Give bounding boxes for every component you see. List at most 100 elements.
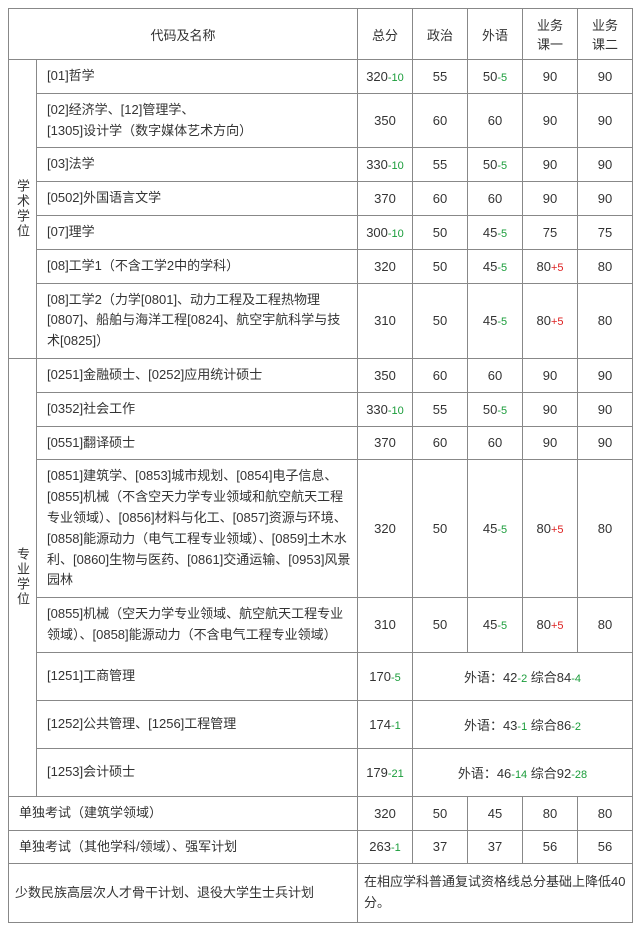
cell-total: 310	[358, 283, 413, 358]
row-name: [01]哲学	[37, 60, 358, 94]
cell-politics: 55	[413, 60, 468, 94]
cell-biz2: 80	[578, 283, 633, 358]
cell-foreign: 45-5	[468, 460, 523, 598]
cell-biz2: 90	[578, 426, 633, 460]
row-name: [1251]工商管理	[37, 652, 358, 700]
cell-foreign: 37	[468, 830, 523, 864]
cell-total: 320-10	[358, 60, 413, 94]
row-name: [1252]公共管理、[1256]工程管理	[37, 700, 358, 748]
table-row: [08]工学1（不含工学2中的学科）3205045-580+580	[9, 249, 633, 283]
cell-politics: 37	[413, 830, 468, 864]
cell-politics: 50	[413, 598, 468, 653]
row-name: [0851]建筑学、[0853]城市规划、[0854]电子信息、[0855]机械…	[37, 460, 358, 598]
footer-right: 在相应学科普通复试资格线总分基础上降低40分。	[358, 864, 633, 923]
row-name: [0502]外国语言文学	[37, 182, 358, 216]
row-name: [0551]翻译硕士	[37, 426, 358, 460]
cell-foreign: 60	[468, 93, 523, 148]
cell-biz2: 80	[578, 249, 633, 283]
cell-foreign: 50-5	[468, 60, 523, 94]
row-name: [02]经济学、[12]管理学、[1305]设计学（数字媒体艺术方向）	[37, 93, 358, 148]
cell-politics: 50	[413, 283, 468, 358]
row-name: [03]法学	[37, 148, 358, 182]
table-row: 学术学位[01]哲学320-105550-59090	[9, 60, 633, 94]
cell-total: 370	[358, 182, 413, 216]
cell-total: 179-21	[358, 748, 413, 796]
cell-biz1: 90	[523, 148, 578, 182]
cell-politics: 60	[413, 358, 468, 392]
row-name: [0251]金融硕士、[0252]应用统计硕士	[37, 358, 358, 392]
table-row: [1252]公共管理、[1256]工程管理174-1外语：43-1 综合86-2	[9, 700, 633, 748]
table-row: 单独考试（其他学科/领域）、强军计划263-137375656	[9, 830, 633, 864]
cell-politics: 60	[413, 182, 468, 216]
cell-total: 350	[358, 93, 413, 148]
row-name: 单独考试（其他学科/领域）、强军计划	[9, 830, 358, 864]
table-row: 专业学位[0251]金融硕士、[0252]应用统计硕士35060609090	[9, 358, 633, 392]
cell-biz2: 80	[578, 460, 633, 598]
footer-row: 少数民族高层次人才骨干计划、退役大学生士兵计划在相应学科普通复试资格线总分基础上…	[9, 864, 633, 923]
cell-politics: 50	[413, 460, 468, 598]
cell-politics: 50	[413, 249, 468, 283]
hdr-biz2: 业务 课二	[578, 9, 633, 60]
score-table: 代码及名称 总分 政治 外语 业务 课一 业务 课二 学术学位[01]哲学320…	[8, 8, 633, 923]
cell-total: 170-5	[358, 652, 413, 700]
row-name: [0855]机械（空天力学专业领域、航空航天工程专业领域）、[0858]能源动力…	[37, 598, 358, 653]
cell-foreign: 45-5	[468, 283, 523, 358]
cell-politics: 55	[413, 148, 468, 182]
table-row: [1253]会计硕士179-21外语：46-14 综合92-28	[9, 748, 633, 796]
cell-merged: 外语：42-2 综合84-4	[413, 652, 633, 700]
cell-total: 320	[358, 460, 413, 598]
cell-biz1: 90	[523, 93, 578, 148]
cell-biz2: 90	[578, 182, 633, 216]
row-name: [08]工学2（力学[0801]、动力工程及工程热物理[0807]、船舶与海洋工…	[37, 283, 358, 358]
cell-biz2: 56	[578, 830, 633, 864]
table-row: [07]理学300-105045-57575	[9, 215, 633, 249]
cell-biz2: 90	[578, 60, 633, 94]
hdr-biz1: 业务 课一	[523, 9, 578, 60]
table-row: [1251]工商管理170-5外语：42-2 综合84-4	[9, 652, 633, 700]
cell-biz2: 90	[578, 148, 633, 182]
table-row: [03]法学330-105550-59090	[9, 148, 633, 182]
hdr-name: 代码及名称	[9, 9, 358, 60]
table-row: [0855]机械（空天力学专业领域、航空航天工程专业领域）、[0858]能源动力…	[9, 598, 633, 653]
row-name: [07]理学	[37, 215, 358, 249]
cell-total: 300-10	[358, 215, 413, 249]
cell-total: 350	[358, 358, 413, 392]
row-name: [0352]社会工作	[37, 392, 358, 426]
cell-biz1: 56	[523, 830, 578, 864]
cell-foreign: 50-5	[468, 392, 523, 426]
table-row: 单独考试（建筑学领域）32050458080	[9, 796, 633, 830]
cell-politics: 60	[413, 93, 468, 148]
cell-politics: 50	[413, 215, 468, 249]
hdr-total: 总分	[358, 9, 413, 60]
cell-total: 330-10	[358, 148, 413, 182]
cell-politics: 60	[413, 426, 468, 460]
row-name: [08]工学1（不含工学2中的学科）	[37, 249, 358, 283]
cell-biz1: 80	[523, 796, 578, 830]
cell-biz2: 90	[578, 358, 633, 392]
cell-foreign: 50-5	[468, 148, 523, 182]
cell-foreign: 60	[468, 358, 523, 392]
category-professional: 专业学位	[9, 358, 37, 796]
cell-biz1: 90	[523, 358, 578, 392]
cell-total: 174-1	[358, 700, 413, 748]
cell-total: 310	[358, 598, 413, 653]
cell-politics: 55	[413, 392, 468, 426]
cell-foreign: 45-5	[468, 215, 523, 249]
cell-foreign: 45-5	[468, 598, 523, 653]
cell-politics: 50	[413, 796, 468, 830]
cell-total: 263-1	[358, 830, 413, 864]
cell-total: 330-10	[358, 392, 413, 426]
table-row: [08]工学2（力学[0801]、动力工程及工程热物理[0807]、船舶与海洋工…	[9, 283, 633, 358]
cell-foreign: 60	[468, 182, 523, 216]
cell-biz1: 90	[523, 392, 578, 426]
category-academic: 学术学位	[9, 60, 37, 359]
cell-biz2: 90	[578, 392, 633, 426]
cell-biz2: 80	[578, 796, 633, 830]
row-name: 单独考试（建筑学领域）	[9, 796, 358, 830]
cell-biz1: 90	[523, 60, 578, 94]
footer-left: 少数民族高层次人才骨干计划、退役大学生士兵计划	[9, 864, 358, 923]
hdr-politics: 政治	[413, 9, 468, 60]
cell-biz1: 80+5	[523, 249, 578, 283]
cell-foreign: 60	[468, 426, 523, 460]
cell-biz1: 75	[523, 215, 578, 249]
